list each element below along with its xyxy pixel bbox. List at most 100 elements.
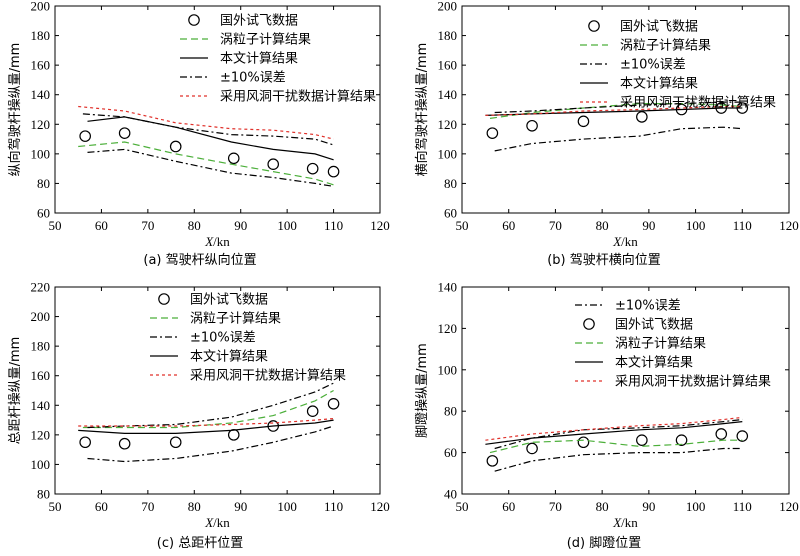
y-tick-label: 200 [31, 309, 51, 324]
x-tick-label: 90 [642, 218, 655, 233]
series-line-this [485, 107, 743, 116]
x-tick-label: 50 [456, 218, 469, 233]
y-tick-label: 120 [31, 427, 51, 442]
series-line-vortex [489, 439, 743, 454]
x-tick-label: 50 [456, 499, 469, 514]
x-tick-label: 70 [549, 499, 562, 514]
series-line-err [87, 425, 334, 463]
y-axis-label: 横向驾驶杆操纵量/mm [414, 43, 430, 177]
legend-marker-flight [588, 20, 600, 32]
x-tick-label: 80 [596, 218, 609, 233]
flight-data-point [526, 119, 538, 132]
x-tick-label: 90 [234, 218, 247, 233]
x-tick-label: 60 [95, 499, 108, 514]
y-tick-label: 120 [438, 321, 458, 336]
chart-panel-0: 50 60 70 80 90 100 110 120608010012014016018020… [7, 0, 390, 268]
plot-frame [54, 5, 381, 214]
flight-data-point [118, 127, 131, 139]
x-tick-label: 90 [234, 499, 247, 514]
y-tick-label: 180 [31, 28, 51, 43]
series-line-err [494, 447, 743, 472]
y-tick-label: 60 [444, 445, 457, 460]
legend-marker-flight [158, 293, 170, 305]
legend-label-flight: 国外试飞数据 [615, 318, 693, 333]
legend-label-vortex: 涡粒子计算结果 [190, 312, 281, 327]
x-tick-label: 60 [502, 218, 515, 233]
legend-label-wind: 采用风洞干扰数据计算结果 [615, 375, 771, 390]
flight-data-point [267, 158, 280, 171]
legend-label-flight: 国外试飞数据 [620, 20, 698, 35]
y-tick-label: 140 [31, 398, 51, 413]
x-tick-label: 70 [141, 218, 154, 233]
series-line-wind [78, 418, 334, 427]
flight-data-point [526, 442, 538, 455]
plot-frame [461, 5, 790, 214]
legend-label-err: ±10%误差 [615, 299, 681, 314]
y-tick-label: 160 [438, 58, 458, 73]
x-tick-label: 120 [370, 499, 390, 514]
flight-data-point [715, 428, 728, 440]
flight-data-point [227, 152, 240, 165]
flight-data-point [577, 436, 590, 449]
y-tick-label: 80 [37, 487, 50, 502]
plot-frame [461, 286, 790, 495]
series-line-err [87, 148, 334, 187]
legend-label-err: ±10%误差 [190, 331, 256, 346]
plot-frame [54, 286, 381, 495]
x-tick-label: 90 [642, 499, 655, 514]
flight-data-point [486, 455, 499, 467]
series-line-vortex [82, 389, 334, 429]
y-tick-label: 200 [438, 0, 458, 14]
flight-data-point [486, 127, 499, 139]
x-tick-label: 120 [779, 218, 799, 233]
x-tick-label: 120 [779, 499, 799, 514]
y-tick-label: 80 [37, 176, 50, 191]
flight-data-point [169, 436, 182, 449]
y-tick-label: 100 [438, 362, 458, 377]
y-tick-label: 60 [444, 206, 457, 221]
x-tick-label: 100 [277, 499, 297, 514]
x-tick-label: 110 [324, 218, 343, 233]
flight-data-point [736, 430, 749, 442]
panel-caption: (a) 驾驶杆纵向位置 [143, 252, 256, 268]
x-tick-label: 120 [370, 218, 390, 233]
legend-label-this: 本文计算结果 [190, 350, 268, 365]
series-line-err [87, 382, 334, 429]
x-tick-label: 100 [686, 499, 706, 514]
series-line-err [494, 126, 743, 152]
series-line-vortex [78, 141, 334, 186]
panel-caption: (c) 总距杆位置 [157, 536, 243, 551]
x-axis-label: X/kn [612, 515, 638, 530]
y-tick-label: 140 [31, 87, 51, 102]
y-tick-label: 220 [31, 280, 51, 295]
legend-label-this: 本文计算结果 [615, 356, 693, 371]
x-tick-label: 110 [324, 499, 343, 514]
x-tick-label: 110 [733, 499, 752, 514]
chart-panel-3: 50 60 70 80 90 100 110 120 40 60 80 100 120 140 X/kn 脚蹬… [414, 280, 799, 552]
y-tick-label: 160 [31, 368, 51, 383]
y-tick-label: 40 [444, 487, 457, 502]
legend-label-vortex: 涡粒子计算结果 [615, 337, 706, 352]
y-axis-label: 纵向驾驶杆操纵量/mm [7, 43, 23, 177]
x-tick-label: 100 [277, 218, 297, 233]
x-tick-label: 50 [49, 218, 62, 233]
y-tick-label: 100 [31, 146, 51, 161]
panel-caption: (b) 驾驶杆横向位置 [547, 252, 661, 268]
y-tick-label: 80 [444, 404, 457, 419]
flight-data-point [577, 115, 590, 128]
legend-marker-flight [188, 14, 200, 26]
y-tick-label: 180 [31, 339, 51, 354]
x-tick-label: 70 [549, 218, 562, 233]
legend-label-wind: 采用风洞干扰数据计算结果 [220, 90, 376, 105]
chart-panel-2: 50 60 70 80 90 100 110 120 80 100 120 140 160 180 200 2… [7, 280, 390, 552]
chart-panel-1: 50 60 70 80 90 100 110 120608010012014016018020… [414, 0, 799, 268]
x-tick-label: 60 [95, 218, 108, 233]
series-line-err [494, 101, 743, 114]
legend-label-wind: 采用风洞干扰数据计算结果 [190, 369, 346, 384]
x-tick-label: 60 [502, 499, 515, 514]
series-line-err [82, 113, 334, 146]
x-axis-label: X/kn [204, 515, 230, 530]
flight-data-point [79, 130, 91, 142]
flight-data-point [306, 162, 319, 175]
flight-data-point [675, 434, 688, 446]
